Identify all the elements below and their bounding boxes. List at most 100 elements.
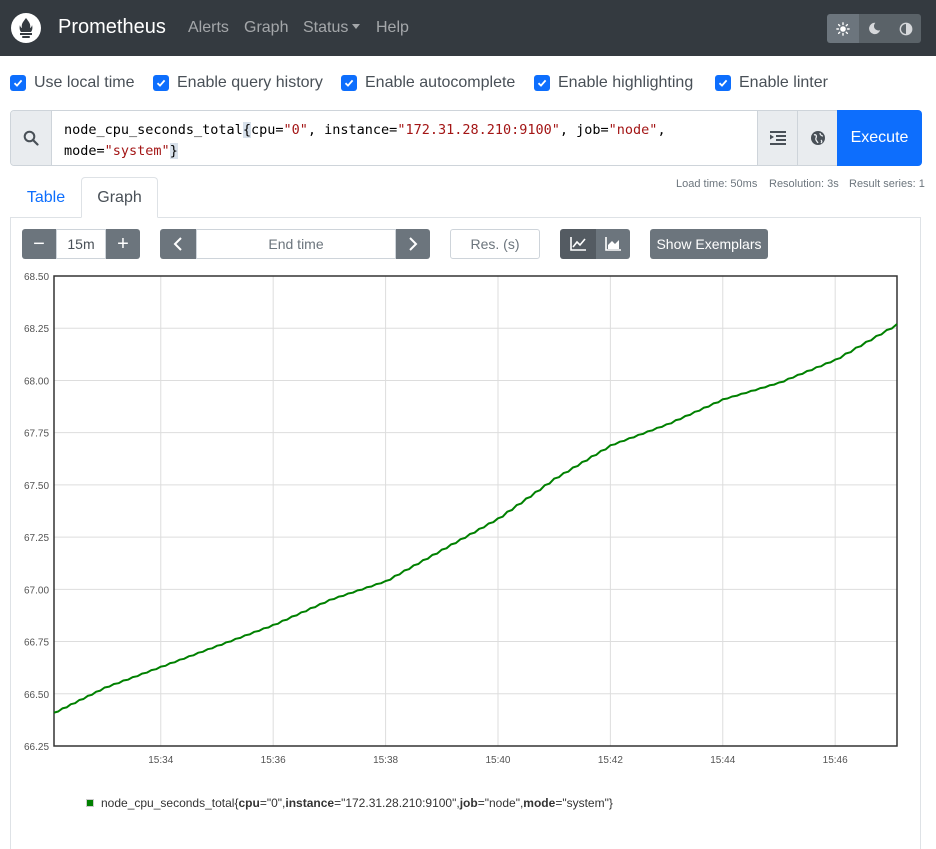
- query-bar: node_cpu_seconds_total{cpu="0", instance…: [10, 110, 922, 166]
- chevron-right-icon: [409, 237, 418, 251]
- end-time-input[interactable]: End time: [196, 229, 396, 259]
- prometheus-logo[interactable]: [10, 12, 42, 44]
- option-highlighting[interactable]: Enable highlighting: [534, 73, 693, 93]
- legend-label-value: "172.31.28.210:9100": [341, 796, 457, 810]
- legend-label-key: job: [459, 796, 478, 810]
- query-brace-close: }: [169, 143, 178, 159]
- option-linter[interactable]: Enable linter: [715, 73, 828, 93]
- x-tick-label: 15:46: [823, 755, 848, 766]
- option-label[interactable]: Use local time: [34, 74, 135, 91]
- label-value: "172.31.28.210:9100": [397, 122, 560, 138]
- execute-button[interactable]: Execute: [837, 110, 922, 166]
- show-exemplars-button[interactable]: Show Exemplars: [650, 229, 768, 259]
- option-label[interactable]: Enable autocomplete: [365, 74, 516, 91]
- tab-table[interactable]: Table: [26, 188, 66, 206]
- line-chart-icon: [570, 237, 586, 251]
- moon-icon: [869, 22, 881, 35]
- y-tick-label: 67.25: [24, 533, 49, 544]
- y-tick-label: 67.00: [24, 585, 49, 596]
- query-label-cpu: cpu="0": [250, 122, 308, 138]
- nav-help[interactable]: Help: [376, 19, 409, 36]
- y-tick-label: 66.25: [24, 742, 49, 753]
- theme-light-button[interactable]: [827, 14, 859, 43]
- y-tick-label: 66.50: [24, 690, 49, 701]
- sun-icon: [836, 21, 850, 36]
- y-tick-label: 67.75: [24, 429, 49, 440]
- range-input[interactable]: 15m: [56, 229, 106, 259]
- query-brace-open: {: [242, 122, 251, 138]
- x-tick-label: 15:42: [598, 755, 623, 766]
- label-key: instance: [324, 122, 390, 138]
- checkbox-checked-icon[interactable]: [10, 75, 26, 91]
- globe-icon: [810, 131, 825, 145]
- legend-label-value: "node": [484, 796, 520, 810]
- series-line: [53, 323, 898, 714]
- chevron-left-icon: [173, 237, 182, 251]
- legend-label-key: cpu: [238, 796, 260, 810]
- contrast-icon: [899, 22, 912, 35]
- query-metric: node_cpu_seconds_total: [64, 122, 243, 138]
- resolution-input[interactable]: Res. (s): [450, 229, 540, 259]
- result-series: Result series: 1: [849, 178, 925, 190]
- label-value: "node": [608, 122, 658, 138]
- query-expression-input[interactable]: node_cpu_seconds_total{cpu="0", instance…: [64, 122, 666, 159]
- search-addon: [11, 111, 52, 165]
- y-tick-label: 68.00: [24, 376, 49, 387]
- y-tick-label: 66.75: [24, 638, 49, 649]
- query-label-instance: instance="172.31.28.210:9100": [324, 122, 560, 138]
- x-tick-label: 15:44: [710, 755, 735, 766]
- legend-label-value: "0": [266, 796, 283, 810]
- x-tick-label: 15:40: [485, 755, 510, 766]
- checkbox-checked-icon[interactable]: [715, 75, 731, 91]
- area-chart-icon: [605, 237, 621, 251]
- end-time-forward-button[interactable]: [396, 229, 430, 259]
- legend-swatch: [86, 799, 94, 807]
- metrics-explorer-button[interactable]: [797, 111, 837, 165]
- checkbox-checked-icon[interactable]: [534, 75, 550, 91]
- brand-title[interactable]: Prometheus: [58, 16, 166, 38]
- option-label[interactable]: Enable linter: [739, 74, 828, 91]
- range-decrease-button[interactable]: −: [22, 229, 56, 259]
- x-tick-label: 15:34: [148, 755, 173, 766]
- plot-frame: [53, 275, 898, 747]
- theme-toggle-group: [827, 14, 921, 43]
- chart-legend[interactable]: node_cpu_seconds_total{cpu = "0", instance…: [86, 796, 613, 810]
- legend-label-key: mode: [523, 796, 556, 810]
- option-label[interactable]: Enable highlighting: [558, 74, 694, 91]
- label-value: "system": [104, 143, 170, 159]
- query-label-job: job="node": [576, 122, 658, 138]
- nav-status-label: Status: [303, 19, 349, 36]
- y-tick-label: 68.25: [24, 324, 49, 335]
- tab-graph[interactable]: Graph: [81, 177, 158, 218]
- theme-dark-button[interactable]: [859, 14, 890, 43]
- legend-label-key: instance: [285, 796, 335, 810]
- stacked-chart-button[interactable]: [596, 229, 630, 259]
- time-series-chart[interactable]: 66.25 66.50 66.75 67.00 67.25 67.50 67.75 68.00…: [0, 262, 936, 782]
- nav-alerts[interactable]: Alerts: [188, 19, 229, 36]
- range-increase-button[interactable]: +: [106, 229, 140, 259]
- option-use-local-time[interactable]: Use local time: [10, 73, 134, 93]
- nav-graph[interactable]: Graph: [244, 19, 289, 36]
- chevron-down-icon: [352, 24, 361, 29]
- option-query-history[interactable]: Enable query history: [153, 73, 323, 93]
- format-expression-button[interactable]: [757, 111, 797, 165]
- legend-metric: node_cpu_seconds_total: [101, 796, 235, 810]
- nav-status[interactable]: Status: [303, 19, 361, 37]
- x-tick-label: 15:36: [261, 755, 286, 766]
- query-label-mode: mode="system": [64, 143, 170, 159]
- label-value: "0": [283, 122, 308, 138]
- y-tick-label: 67.50: [24, 481, 49, 492]
- option-autocomplete[interactable]: Enable autocomplete: [341, 73, 515, 93]
- checkbox-checked-icon[interactable]: [341, 75, 357, 91]
- option-label[interactable]: Enable query history: [177, 74, 323, 91]
- label-key: cpu: [250, 122, 276, 138]
- x-tick-label: 15:38: [373, 755, 398, 766]
- label-key: mode: [64, 143, 97, 159]
- end-time-back-button[interactable]: [160, 229, 196, 259]
- checkbox-checked-icon[interactable]: [153, 75, 169, 91]
- theme-auto-button[interactable]: [890, 14, 921, 43]
- resolution: Resolution: 3s: [769, 178, 839, 190]
- unstacked-chart-button[interactable]: [560, 229, 596, 259]
- search-icon: [23, 130, 39, 146]
- graph-panel: [10, 217, 921, 849]
